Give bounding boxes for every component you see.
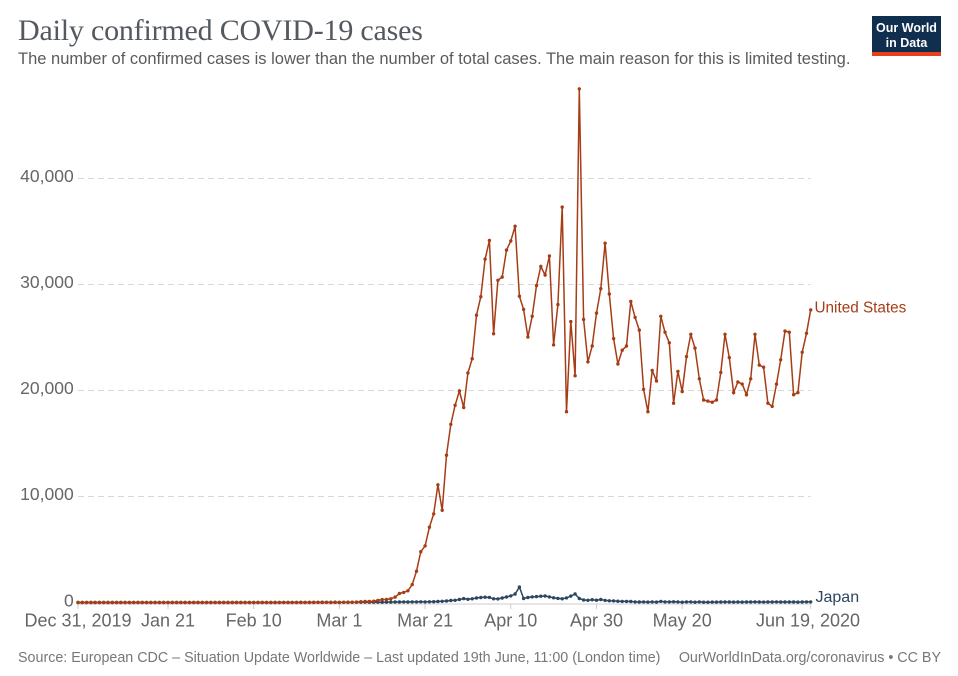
svg-text:Mar 1: Mar 1 (316, 611, 362, 631)
svg-text:20,000: 20,000 (20, 378, 74, 398)
svg-text:Apr 30: Apr 30 (570, 611, 623, 631)
svg-text:Japan: Japan (816, 589, 860, 606)
svg-text:Mar 21: Mar 21 (397, 611, 453, 631)
svg-text:Apr 10: Apr 10 (484, 611, 537, 631)
svg-text:10,000: 10,000 (20, 484, 74, 504)
svg-text:United States: United States (815, 300, 907, 317)
svg-text:Dec 31, 2019: Dec 31, 2019 (24, 611, 131, 631)
svg-text:Jun 19, 2020: Jun 19, 2020 (756, 611, 860, 631)
svg-text:Feb 10: Feb 10 (226, 611, 282, 631)
svg-text:0: 0 (64, 591, 74, 611)
svg-text:40,000: 40,000 (20, 166, 74, 186)
svg-text:May 20: May 20 (653, 611, 712, 631)
svg-text:Jan 21: Jan 21 (141, 611, 195, 631)
svg-text:30,000: 30,000 (20, 272, 74, 292)
